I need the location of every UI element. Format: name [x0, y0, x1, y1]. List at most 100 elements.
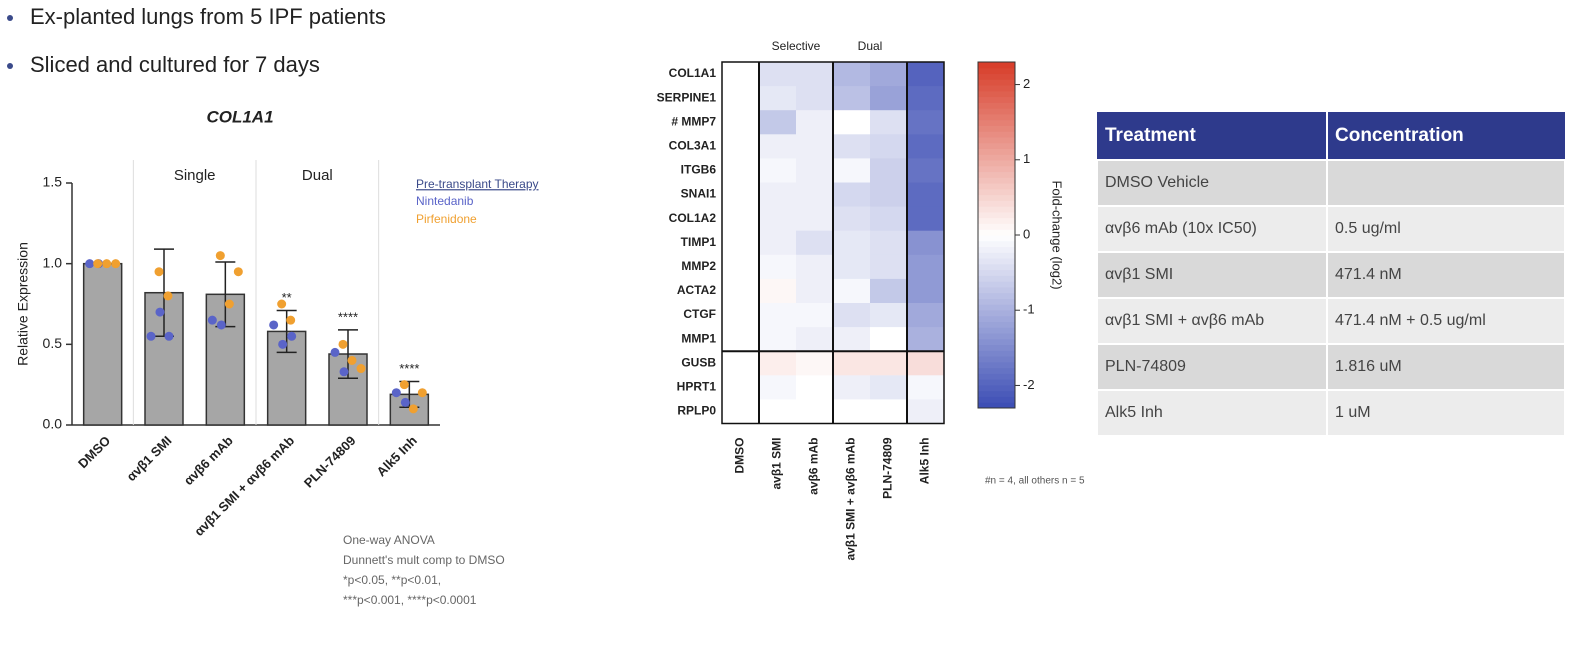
table-row-bg — [1096, 297, 1566, 345]
legend-entry: Nintedanib — [416, 194, 474, 208]
legend-title: Pre-transplant Therapy — [416, 177, 539, 191]
heat-cell — [907, 327, 945, 352]
heat-cell — [907, 110, 945, 135]
colorbar-segment — [978, 125, 1015, 132]
heat-cell — [722, 158, 760, 183]
colorbar-segment — [978, 108, 1015, 115]
heat-cell — [833, 182, 871, 208]
x-tick-label: αvβ1 SMI + αvβ6 mAb — [191, 433, 297, 539]
stats-note: ***p<0.001, ****p<0.0001 — [343, 593, 477, 607]
data-point — [155, 307, 165, 317]
heat-cell — [722, 134, 760, 159]
colorbar-tick-label: -1 — [1023, 302, 1035, 317]
row-label: SNAI1 — [681, 187, 717, 201]
colorbar-segment — [978, 223, 1015, 230]
heat-cell — [796, 206, 834, 232]
group-label: Selective — [772, 39, 821, 53]
data-point — [417, 388, 427, 398]
colorbar-segment — [978, 396, 1015, 403]
heat-cell — [796, 230, 834, 256]
heat-cell — [870, 327, 908, 352]
table-cell: DMSO Vehicle — [1105, 174, 1209, 191]
x-tick-label: Alk5 Inh — [374, 433, 420, 479]
colorbar-segment — [978, 211, 1015, 219]
heat-cell — [907, 62, 945, 87]
heat-cell — [796, 278, 834, 304]
heat-cell — [833, 254, 871, 280]
colorbar-segment — [978, 327, 1015, 334]
colorbar-segment — [978, 304, 1015, 311]
colorbar-segment — [978, 402, 1015, 409]
data-point — [224, 299, 234, 309]
table-cell: PLN-74809 — [1105, 358, 1186, 375]
heat-cell — [870, 303, 908, 328]
colorbar-segment — [978, 200, 1015, 207]
heat-cell — [722, 86, 760, 111]
heat-cell — [833, 399, 871, 424]
colorbar-segment — [978, 165, 1015, 173]
data-point — [216, 320, 226, 330]
data-point — [146, 331, 156, 341]
colorbar-segment — [978, 183, 1015, 190]
heat-cell — [796, 327, 834, 352]
data-point — [391, 388, 401, 398]
heat-cell — [722, 303, 760, 328]
data-point — [269, 320, 279, 330]
colorbar-segment — [978, 309, 1015, 317]
heat-cell — [870, 134, 908, 159]
colorbar-segment — [978, 263, 1015, 271]
table-cell: αvβ6 mAb (10x IC50) — [1105, 220, 1257, 237]
heat-cell — [833, 278, 871, 304]
colorbar-segment — [978, 292, 1015, 299]
heat-cell — [833, 327, 871, 352]
row-label: COL1A1 — [669, 66, 717, 80]
heat-cell — [722, 375, 760, 400]
heat-cell — [796, 399, 834, 424]
row-label: HPRT1 — [677, 380, 717, 394]
colorbar-segment — [978, 229, 1015, 236]
bullet-dot — [7, 63, 13, 69]
heat-cell — [870, 158, 908, 183]
heat-cell — [833, 351, 871, 376]
heat-cell — [796, 158, 834, 183]
heat-cell — [759, 351, 797, 376]
heat-cell — [759, 206, 797, 232]
row-label: CTGF — [683, 307, 716, 321]
table-cell: 1.816 uM — [1335, 358, 1402, 375]
significance: ** — [282, 290, 292, 305]
colorbar-tick-label: 1 — [1023, 151, 1030, 166]
y-tick-label: 0.5 — [43, 335, 63, 351]
data-point — [347, 355, 357, 365]
heat-cell — [722, 62, 760, 87]
colorbar-segment — [978, 177, 1015, 184]
heat-cell — [870, 254, 908, 280]
data-point — [207, 315, 217, 325]
colorbar-segment — [978, 390, 1015, 397]
table-header-bg — [1097, 112, 1565, 160]
heat-cell — [796, 62, 834, 87]
colorbar-segment — [978, 373, 1015, 380]
colorbar-segment — [978, 344, 1015, 351]
group-label: Dual — [302, 167, 333, 184]
heat-cell — [796, 182, 834, 208]
table-cell: 1 uM — [1335, 404, 1371, 421]
colorbar-segment — [978, 338, 1015, 346]
heat-cell — [833, 134, 871, 159]
colorbar-segment — [978, 350, 1015, 357]
colorbar-segment — [978, 235, 1015, 242]
colorbar-segment — [978, 171, 1015, 178]
colorbar-segment — [978, 281, 1015, 288]
table-cell: αvβ1 SMI + αvβ6 mAb — [1105, 312, 1264, 329]
colorbar-segment — [978, 142, 1015, 149]
stats-note: Dunnett's mult comp to DMSO — [343, 553, 505, 567]
heat-cell — [759, 254, 797, 280]
colorbar-segment — [978, 148, 1015, 155]
table-cell: 0.5 ug/ml — [1335, 220, 1401, 237]
heat-cell — [870, 206, 908, 232]
colorbar-segment — [978, 96, 1015, 103]
data-point — [111, 259, 121, 269]
heat-cell — [722, 254, 760, 280]
column-label: avβ1 SMI + avβ6 mAb — [844, 438, 858, 561]
data-point — [408, 404, 418, 414]
